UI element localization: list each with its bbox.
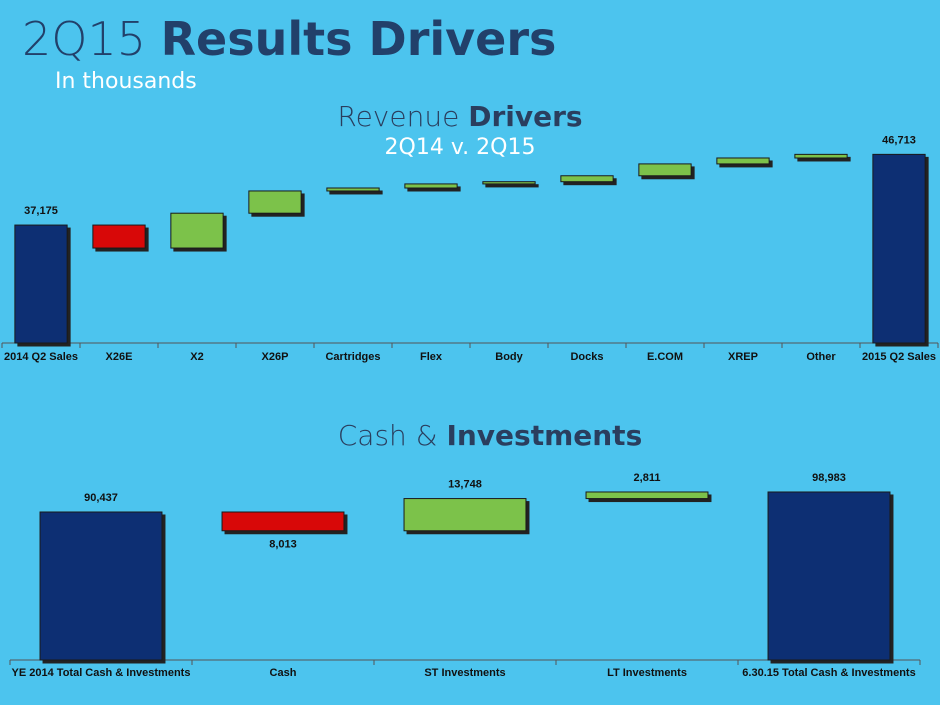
bar [326,187,380,192]
slide-title: 2Q15 Results Drivers [22,12,556,66]
x-tick-label: 6.30.15 Total Cash & Investments [742,667,915,679]
title-light: 2Q15 [22,12,146,66]
bar [39,511,163,661]
title-bold: Drivers [468,100,582,133]
chart-subtitle: 2Q14 v. 2Q15 [385,135,536,160]
x-tick-label: X2 [190,351,203,363]
x-tick-label: LT Investments [607,667,687,679]
bar [404,183,458,189]
x-tick-label: Cash [270,667,297,679]
bar [170,212,224,249]
x-tick-label: 2014 Q2 Sales [4,351,78,363]
value-label: 2,811 [634,472,661,484]
x-tick-label: X26P [262,351,289,363]
value-label: 90,437 [84,492,118,504]
x-tick-label: Cartridges [325,351,380,363]
x-tick-label: X26E [106,351,133,363]
bar [14,224,68,344]
x-tick-label: Body [495,351,523,363]
bar [585,491,709,500]
x-tick-label: ST Investments [424,667,505,679]
x-tick-label: Docks [570,351,603,363]
bar [92,224,146,249]
value-label: 98,983 [812,472,846,484]
bar [767,491,891,661]
chart-title: Revenue Drivers [337,100,582,133]
bar [248,190,302,214]
bar [794,153,848,159]
bar [482,181,536,185]
value-label: 37,175 [24,205,58,217]
title-bold: Results Drivers [161,12,557,66]
x-tick-label: Flex [420,351,443,363]
value-label: 46,713 [882,134,916,146]
bar [221,511,345,532]
title-bold: Investments [446,419,642,452]
bar [716,157,770,165]
bar [560,175,614,183]
bar [403,498,527,532]
x-tick-label: Other [806,351,836,363]
slide-subtitle: In thousands [55,69,197,94]
bar [872,153,926,344]
x-tick-label: YE 2014 Total Cash & Investments [12,667,191,679]
bar [638,163,692,177]
x-tick-label: E.COM [647,351,683,363]
title-light: Cash & [338,419,438,452]
x-tick-label: XREP [728,351,758,363]
value-label: 13,748 [448,478,482,490]
value-label: 8,013 [269,539,297,551]
chart-title: Cash & Investments [338,419,642,452]
title-light: Revenue [337,100,459,133]
x-tick-label: 2015 Q2 Sales [862,351,936,363]
